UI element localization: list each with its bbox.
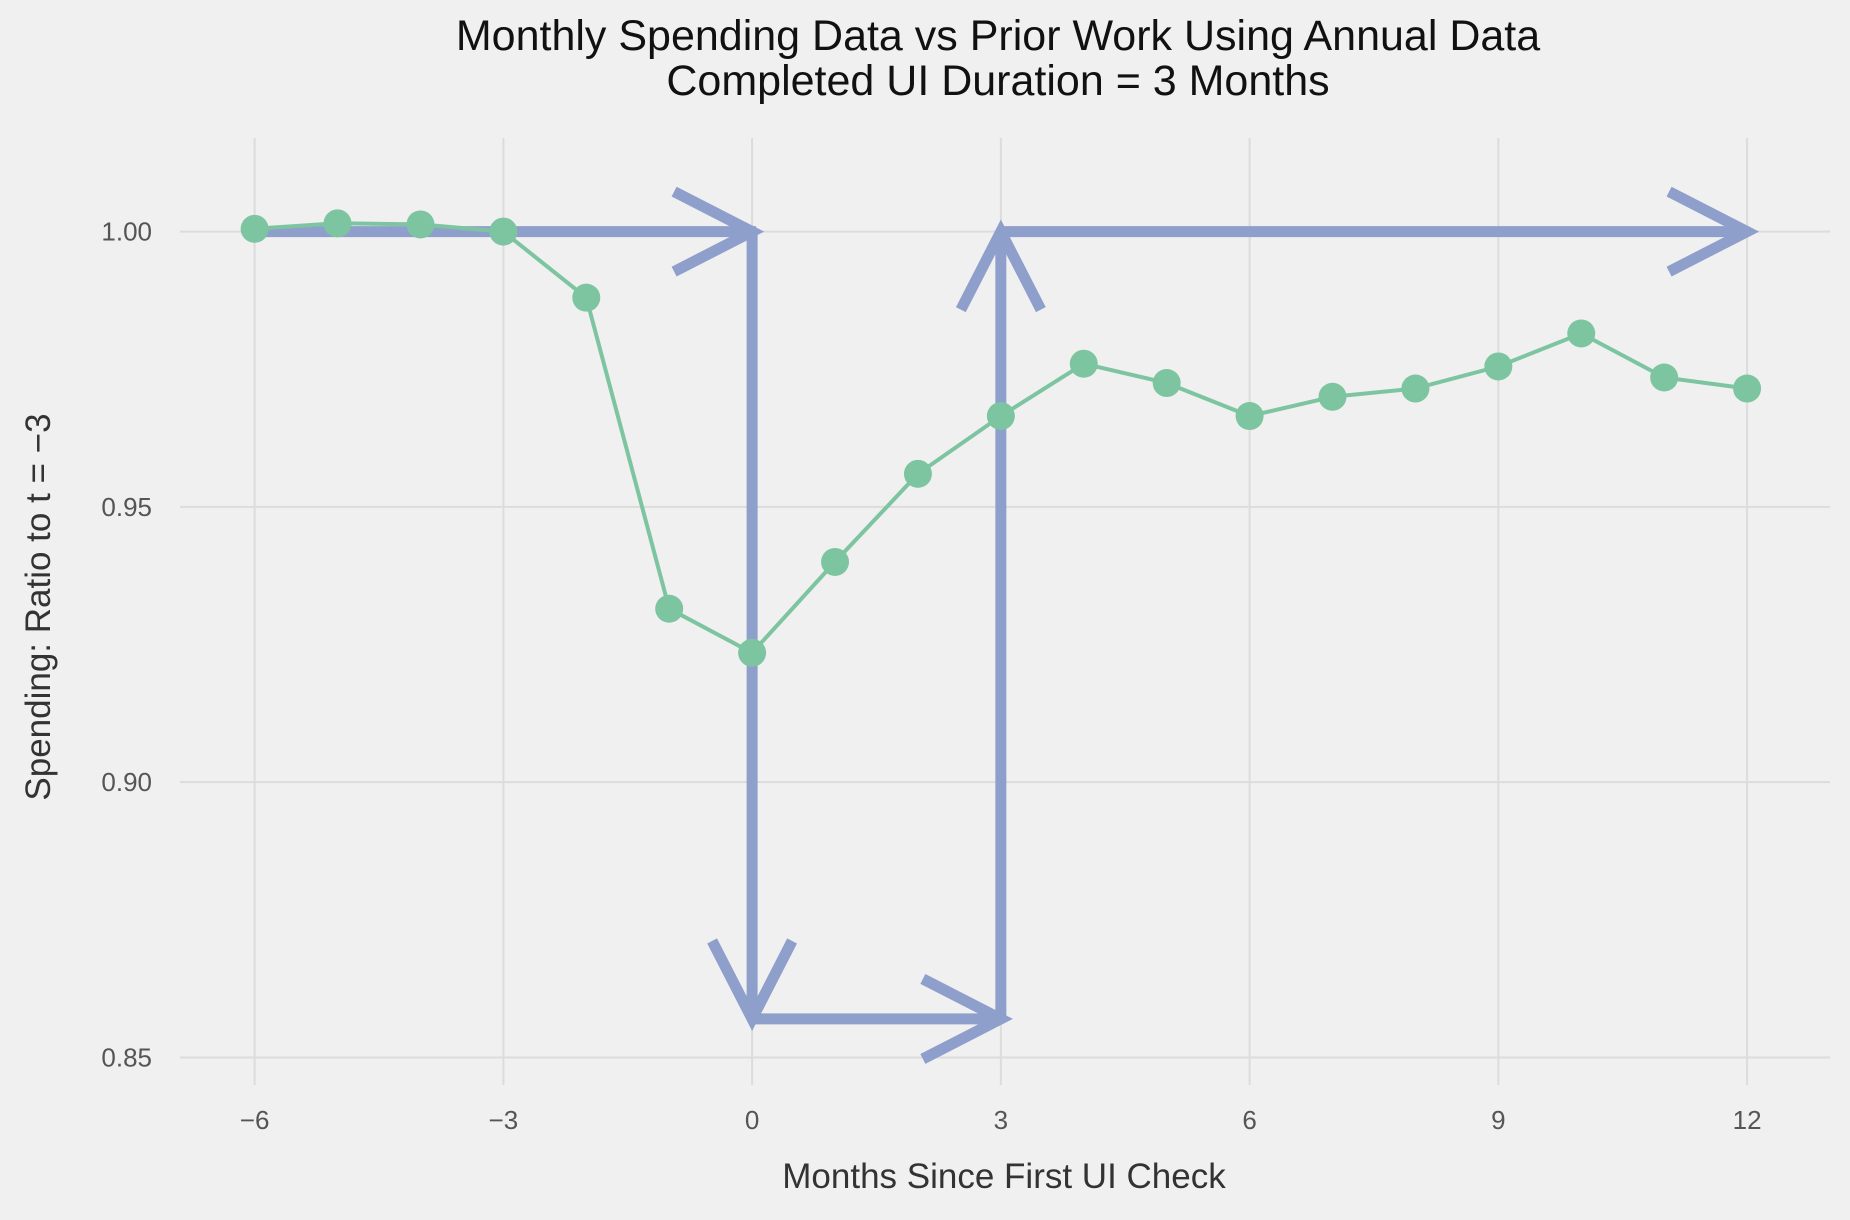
arrowhead-icon (920, 974, 1013, 1064)
y-tick-label: 0.90 (101, 767, 152, 797)
data-point (655, 594, 684, 623)
series-layer (240, 209, 1762, 667)
x-tick-label: 9 (1491, 1105, 1505, 1135)
data-point (821, 547, 850, 576)
arrowhead-icon (671, 186, 765, 277)
data-point (986, 402, 1015, 431)
x-tick-label: 6 (1242, 1105, 1256, 1135)
y-axis-title: Spending: Ratio to t = −3 (19, 413, 58, 800)
data-point (572, 283, 601, 312)
data-point (1235, 402, 1264, 431)
x-tick-label: −6 (240, 1105, 270, 1135)
x-axis-title: Months Since First UI Check (782, 1157, 1226, 1196)
chart-title: Monthly Spending Data vs Prior Work Usin… (456, 12, 1540, 60)
data-point (1484, 352, 1513, 381)
data-point (240, 214, 269, 243)
arrowhead-icon (1666, 186, 1760, 277)
x-tick-label: 12 (1733, 1105, 1762, 1135)
x-tick-label: 3 (994, 1105, 1008, 1135)
data-point (1733, 374, 1762, 403)
data-point (1567, 319, 1596, 348)
data-point (738, 638, 767, 667)
x-tick-label: 0 (745, 1105, 759, 1135)
data-point (323, 209, 352, 238)
data-point (1318, 382, 1347, 411)
y-tick-label: 0.85 (101, 1042, 152, 1072)
chart-subtitle: Completed UI Duration = 3 Months (666, 57, 1329, 105)
data-point (1401, 374, 1430, 403)
data-point (1069, 349, 1098, 378)
y-tick-label: 0.95 (101, 492, 152, 522)
data-point (1650, 363, 1679, 392)
data-point (489, 217, 518, 246)
arrowhead-icon (707, 938, 798, 1031)
x-tick-label: −3 (489, 1105, 519, 1135)
y-tick-label: 1.00 (101, 217, 152, 247)
data-point (903, 459, 932, 488)
data-point (406, 210, 435, 239)
arrowhead-icon (955, 219, 1046, 313)
tick-labels: −6 −3 0 3 6 9 12 0.85 0.90 0.95 1.00 (101, 217, 1761, 1135)
data-point (1152, 369, 1181, 398)
